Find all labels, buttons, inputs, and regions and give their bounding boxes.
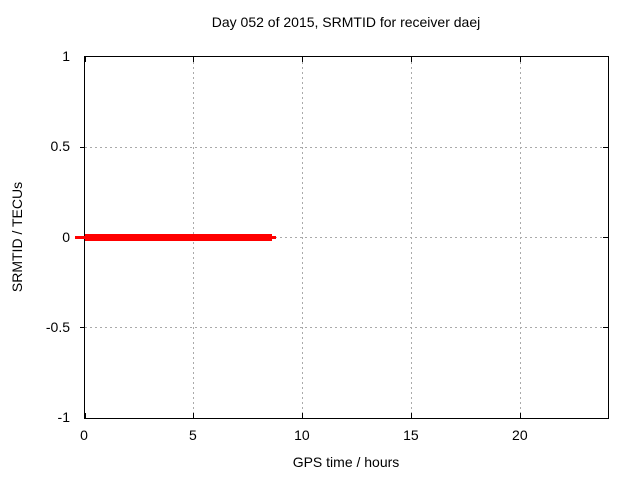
y-gridline: [85, 146, 608, 148]
y-gridline: [85, 327, 608, 329]
series-line-srmtid: [85, 234, 273, 241]
y-tick-left: [80, 327, 85, 329]
x-tick-bottom: [411, 413, 413, 418]
y-tick-label: -1: [57, 409, 70, 425]
x-axis-label: GPS time / hours: [292, 454, 400, 470]
y-tick-right: [603, 237, 608, 238]
y-tick-left: [80, 146, 85, 148]
x-tick-label: 10: [294, 427, 310, 443]
x-tick-bottom: [84, 413, 86, 418]
series-line-srmtid: [75, 236, 85, 239]
x-tick-top: [520, 57, 522, 62]
y-tick-right: [603, 327, 608, 329]
x-tick-label: 20: [512, 427, 528, 443]
x-tick-label: 0: [80, 427, 88, 443]
y-tick-right: [603, 146, 608, 148]
x-tick-top: [302, 57, 304, 62]
chart-title: Day 052 of 2015, SRMTID for receiver dae…: [211, 14, 481, 30]
x-tick-bottom: [302, 413, 304, 418]
x-tick-label: 5: [189, 427, 197, 443]
x-tick-top: [193, 57, 195, 62]
series-line-srmtid: [272, 236, 276, 239]
y-tick-label: -0.5: [45, 318, 70, 335]
y-tick-label: 0.5: [50, 138, 70, 155]
x-tick-label: 15: [403, 427, 419, 443]
x-tick-bottom: [193, 413, 195, 418]
y-gridline: [85, 237, 608, 238]
plot-area: [75, 56, 609, 419]
y-tick-label: 1: [62, 48, 70, 64]
y-tick-label: 0: [62, 228, 70, 245]
x-tick-bottom: [520, 413, 522, 418]
x-tick-top: [84, 57, 86, 62]
x-tick-top: [411, 57, 413, 62]
